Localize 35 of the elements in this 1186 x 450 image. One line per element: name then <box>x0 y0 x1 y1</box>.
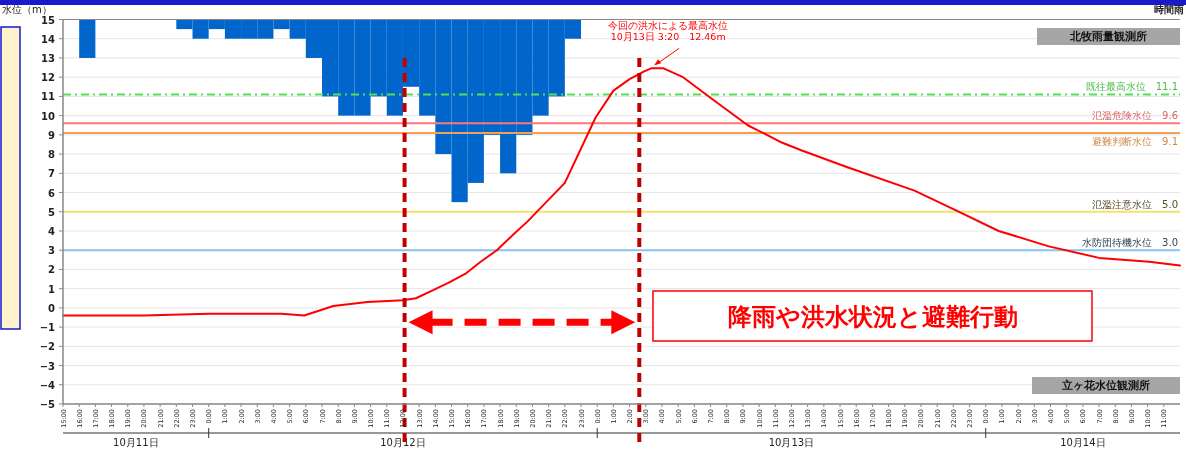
y-tick-label: 14 <box>41 33 56 45</box>
x2-tick-label: 10月14日 <box>1060 437 1106 448</box>
annotation: 北牧雨量観測所 <box>1069 30 1147 43</box>
ref-line-label: 避難判断水位 9.1 <box>1092 135 1178 147</box>
y-tick-label: 13 <box>41 52 56 64</box>
annotation: 降雨や洪水状況と避難行動 <box>727 302 1018 331</box>
y-tick-label: 3 <box>48 245 56 257</box>
y-tick-label: 8 <box>48 149 56 161</box>
y-tick-label: 4 <box>48 225 56 237</box>
annotation: 今回の洪水による最高水位 10月13日 3:20 12.46m <box>608 20 729 43</box>
x2-tick-label: 10月11日 <box>113 437 159 448</box>
y-tick-label: −5 <box>39 399 56 410</box>
y2-axis-title: 時間雨 <box>1154 4 1184 15</box>
y-axis-title: 水位（m） <box>2 4 52 15</box>
y-tick-label: 1 <box>48 283 56 295</box>
y-tick-label: −3 <box>39 360 56 372</box>
y-tick-label: 0 <box>48 302 56 314</box>
y-tick-label: −4 <box>39 379 56 391</box>
y-tick-label: 5 <box>48 206 56 218</box>
y-tick-label: 6 <box>48 187 56 199</box>
y-tick-label: 12 <box>41 72 56 84</box>
x2-tick-label: 10月13日 <box>768 437 815 448</box>
y-tick-label: −1 <box>39 322 56 334</box>
ref-line-label: 既往最高水位 11.1 <box>1085 81 1178 93</box>
y-tick-label: 10 <box>41 110 56 122</box>
y-tick-label: 15 <box>41 14 56 26</box>
y-tick-label: 11 <box>41 91 56 103</box>
y-tick-label: 7 <box>48 168 56 180</box>
y-tick-label: −2 <box>39 341 56 353</box>
ref-line-label: 氾濫危険水位 9.6 <box>1092 110 1178 122</box>
ref-line-label: 水防団待機水位 3.0 <box>1082 237 1178 249</box>
annotation: 立ヶ花水位観測所 <box>1061 379 1150 392</box>
y-tick-label: 2 <box>48 264 56 276</box>
ref-line-label: 氾濫注意水位 5.0 <box>1092 198 1178 210</box>
y-tick-label: 9 <box>48 129 56 141</box>
